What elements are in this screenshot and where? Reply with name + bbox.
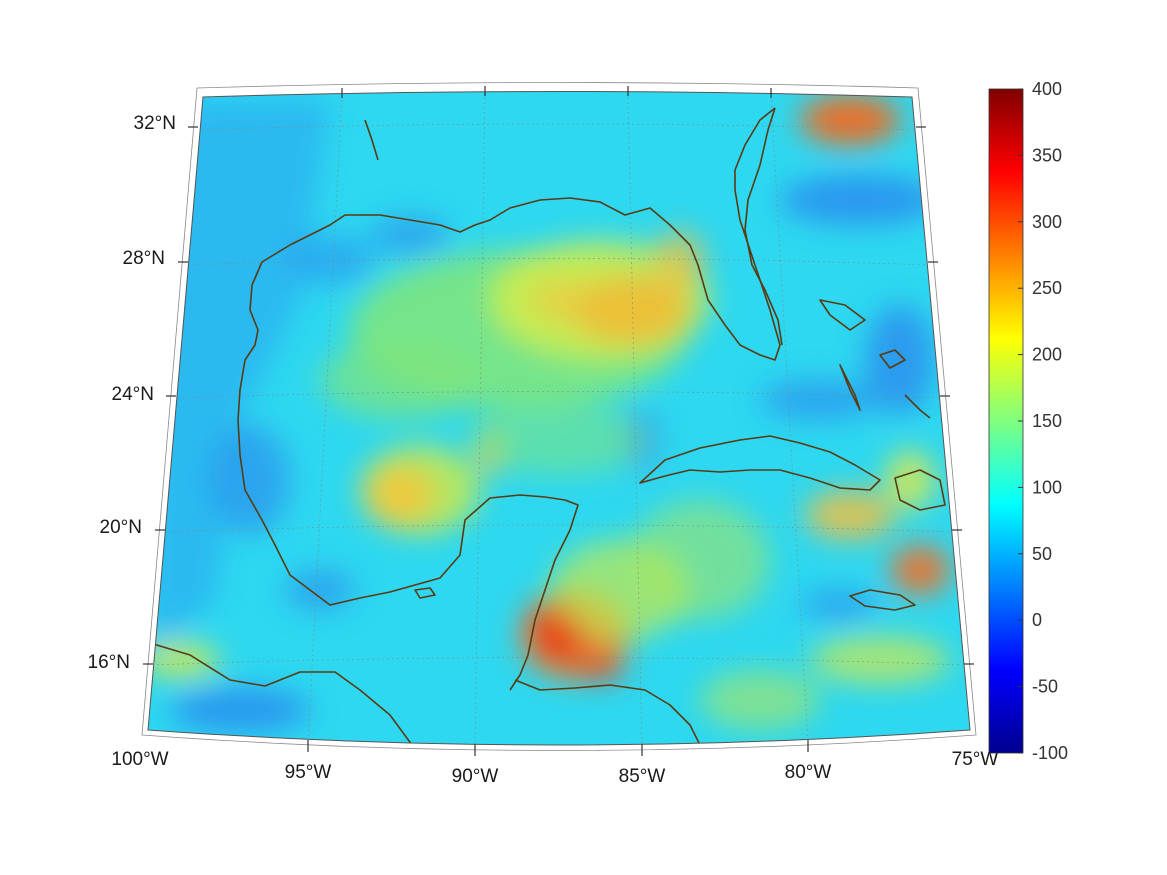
tick-marks (143, 86, 974, 756)
colorbar-tick-label: 400 (1032, 79, 1062, 99)
coast-pacific (149, 642, 413, 745)
coast-mexico (237, 284, 579, 691)
colorbar-tick-label: 200 (1032, 345, 1062, 365)
coast-cuba (639, 435, 881, 491)
colorbar-tick-label: 250 (1032, 278, 1062, 298)
colorbar-tick-label: 350 (1032, 145, 1062, 165)
lat-label-16: 16°N (88, 652, 130, 673)
coast-hispaniola (894, 469, 946, 511)
lon-label-95: 95°W (285, 762, 332, 783)
lat-label-24: 24°N (112, 384, 154, 405)
lon-label-80: 80°W (785, 762, 832, 783)
coast-bahamas-4 (904, 394, 931, 419)
colorbar-tick-label: -100 (1032, 743, 1068, 763)
coast-bahamas-3 (879, 349, 906, 369)
coast-bahamas-1 (839, 364, 861, 411)
lon-label-90: 90°W (452, 766, 499, 787)
colorbar-tick-label: 100 (1032, 477, 1062, 497)
colorbar-ticks: 400 350 300 250 200 150 100 50 0 -50 -100 (1018, 79, 1068, 763)
map-frame (141, 82, 977, 751)
coastlines (149, 107, 946, 745)
colorbar-tick-label: 50 (1032, 544, 1052, 564)
lon-label-100: 100°W (111, 749, 168, 770)
coast-isle-1 (414, 587, 436, 599)
colorbar-tick-label: -50 (1032, 677, 1058, 697)
coast-florida-east (744, 107, 783, 346)
lat-label-32: 32°N (134, 113, 176, 134)
coast-jamaica (849, 589, 916, 611)
colorbar-ramp (988, 88, 1024, 754)
colorbar-tick-label: 300 (1032, 212, 1062, 232)
colorbar-tick-label: 0 (1032, 610, 1042, 630)
colorbar-tick-label: 150 (1032, 411, 1062, 431)
coast-isle-2 (364, 119, 379, 161)
coast-honduras (514, 679, 701, 745)
lat-label-20: 20°N (100, 517, 142, 538)
colorbar: 400 350 300 250 200 150 100 50 0 -50 -100 (988, 79, 1068, 763)
coast-bahamas-2 (819, 299, 866, 331)
graticule (151, 91, 963, 745)
lat-label-28: 28°N (123, 248, 165, 269)
data-field (148, 91, 970, 745)
lon-label-85: 85°W (619, 766, 666, 787)
lon-label-75: 75°W (952, 749, 999, 770)
